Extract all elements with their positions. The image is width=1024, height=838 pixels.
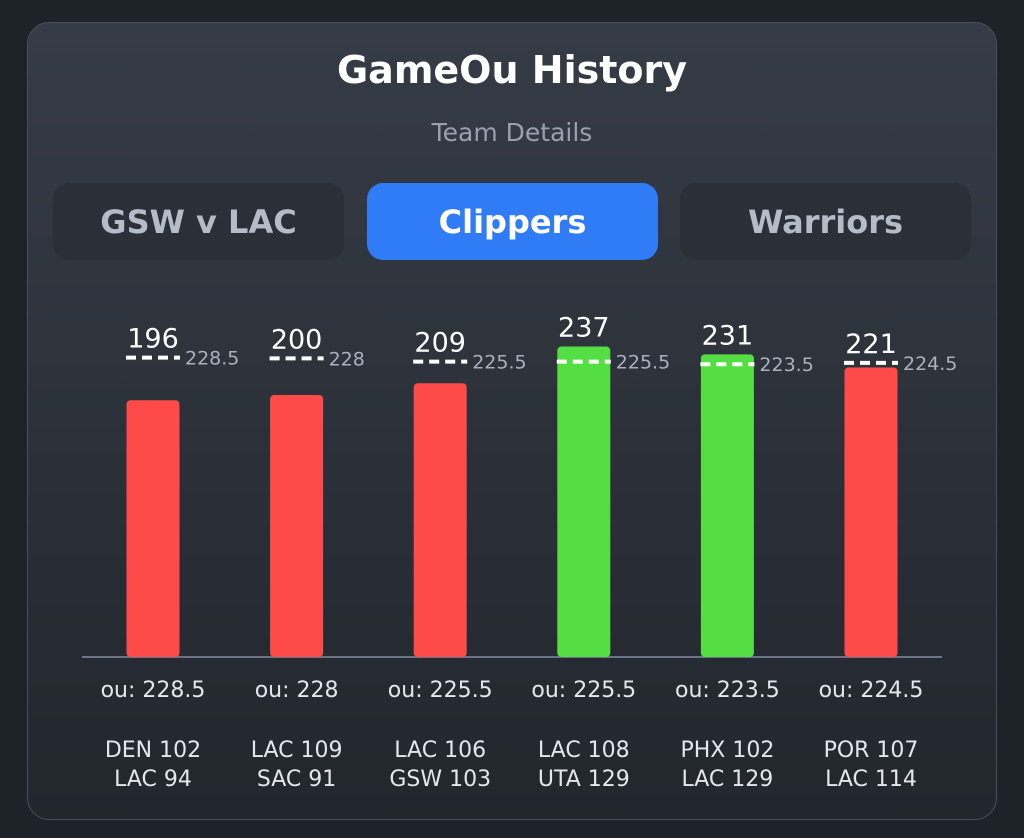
- ou-label: ou: 223.5: [675, 678, 780, 703]
- game-label: LAC 106: [394, 738, 486, 763]
- game-label: UTA 129: [538, 767, 630, 792]
- ou-label: ou: 228.5: [101, 678, 206, 703]
- value-label: 209: [414, 328, 466, 359]
- ou-line-label: 225.5: [616, 352, 670, 374]
- tab[interactable]: GSW v LAC: [53, 183, 344, 260]
- ou-label: ou: 228: [255, 678, 339, 703]
- game-label: LAC 114: [825, 767, 917, 792]
- ou-line-label: 223.5: [759, 354, 813, 376]
- ou-line-label: 225.5: [472, 352, 526, 374]
- value-label: 237: [558, 313, 610, 344]
- game-label: DEN 102: [105, 738, 201, 763]
- ou-label: ou: 224.5: [819, 678, 924, 703]
- bar: [700, 354, 754, 657]
- bar: [413, 383, 467, 657]
- title: GameOu History: [336, 48, 687, 92]
- value-label: 221: [845, 329, 897, 360]
- game-label: GSW 103: [389, 767, 491, 792]
- ou-line-label: 224.5: [903, 353, 957, 375]
- game-label: SAC 91: [257, 767, 336, 792]
- value-label: 200: [271, 324, 323, 355]
- subtitle: Team Details: [431, 118, 593, 147]
- card: [27, 22, 997, 820]
- bar: [844, 367, 898, 657]
- game-label: LAC 109: [251, 738, 343, 763]
- bar: [126, 400, 180, 657]
- game-label: LAC 108: [538, 738, 630, 763]
- bar: [557, 346, 611, 657]
- ou-label: ou: 225.5: [531, 678, 636, 703]
- ou-line-label: 228: [329, 348, 365, 370]
- ou-line-label: 228.5: [185, 348, 239, 370]
- game-label: LAC 129: [682, 767, 774, 792]
- tab[interactable]: Clippers: [367, 183, 658, 260]
- game-label: LAC 94: [114, 767, 192, 792]
- tab[interactable]: Warriors: [680, 183, 971, 260]
- value-label: 231: [702, 320, 754, 351]
- value-label: 196: [127, 324, 179, 355]
- game-label: POR 107: [824, 738, 919, 763]
- game-label: PHX 102: [680, 738, 774, 763]
- bar: [270, 395, 324, 657]
- ou-label: ou: 225.5: [388, 678, 493, 703]
